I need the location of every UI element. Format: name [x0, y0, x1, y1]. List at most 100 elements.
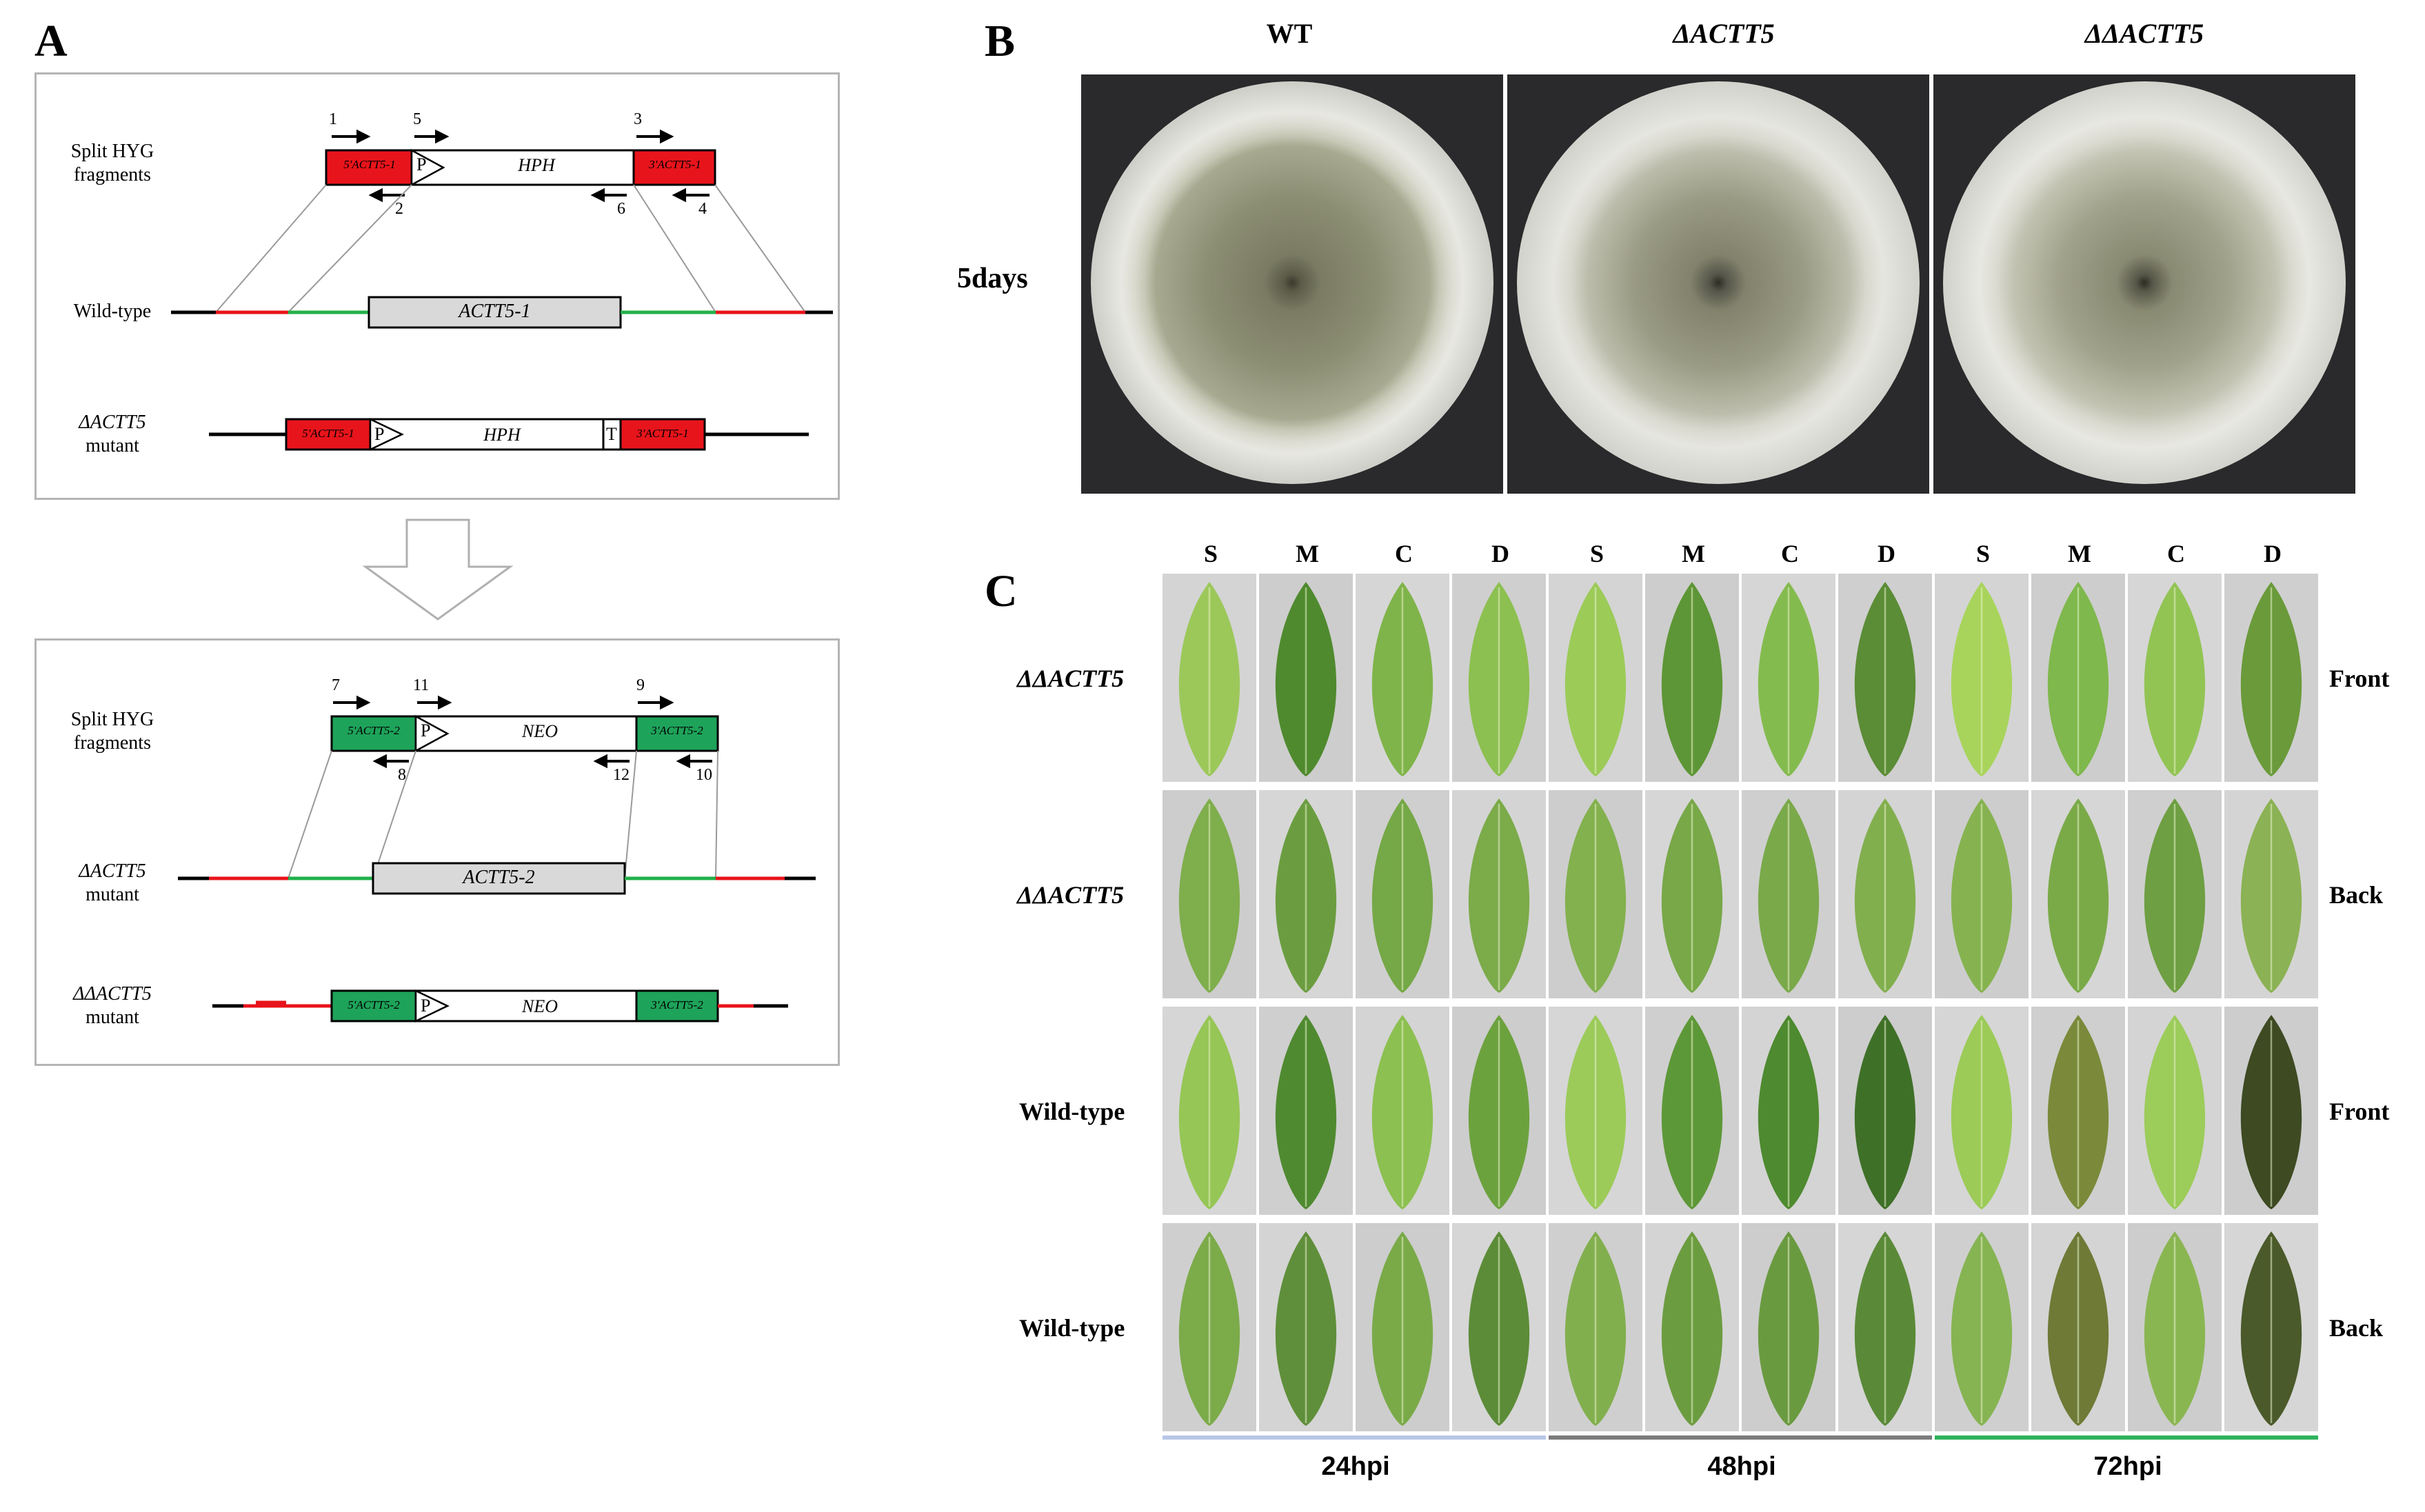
leaf-icon [1564, 1231, 1627, 1426]
leaf-photo [2128, 574, 2222, 782]
primer-4-label: 4 [698, 200, 707, 218]
leaf-icon [2047, 582, 2109, 776]
leaf-photo [1935, 1223, 2029, 1431]
hph-marker-label: HPH [518, 155, 555, 175]
strain-label-wt: WT [1266, 18, 1313, 49]
leaf-icon [2240, 582, 2302, 776]
leaf-icon [2047, 1015, 2109, 1209]
leaf-photo [1356, 1007, 1449, 1215]
panel-c-letter: C [985, 566, 1018, 616]
leaf-photo [2031, 574, 2125, 782]
primer-12-label: 12 [613, 766, 630, 784]
timepoint-label: 24hpi [1321, 1452, 1390, 1481]
leaf-photo [2224, 1007, 2318, 1215]
leaf-icon [1564, 798, 1627, 993]
primer-9-label: 9 [636, 676, 645, 694]
leaf-photo [2224, 574, 2318, 782]
panel-a-block-hph: Split HYG fragments 5'ACTT5-1 P HPH 3'ACT… [34, 72, 840, 500]
leaf-photo [1549, 1007, 1642, 1215]
leaf-photo [1163, 1223, 1256, 1431]
leaf-photo [1356, 1223, 1449, 1431]
panel-a-block-neo: Split HYG fragments 5'ACTT5-2 P NEO 3'ACT… [34, 638, 840, 1066]
timepoint-bar [1163, 1435, 1546, 1440]
neo-marker-label: NEO [522, 721, 558, 741]
down-arrow-icon [362, 518, 514, 621]
panel-a-letter: A [34, 16, 68, 66]
leaf-icon [2240, 798, 2302, 993]
leaf-photo [1838, 1007, 1932, 1215]
timepoint-label: 72hpi [2093, 1452, 2162, 1481]
leaf-photo [1645, 1223, 1739, 1431]
double-mutant-label: ΔΔACTT5 mutant [73, 983, 152, 1028]
leaf-photo [1838, 1223, 1932, 1431]
leaf-photo [2031, 1223, 2125, 1431]
plate-photo-wt [1081, 74, 1503, 494]
leaf-photo [2224, 1223, 2318, 1431]
leaf-icon [2144, 1231, 2206, 1426]
timepoint-label: 48hpi [1707, 1452, 1776, 1481]
leaf-photo [2128, 1007, 2222, 1215]
single-mutant-label: ΔACTT5 mutant [79, 860, 146, 905]
leaf-photo [1163, 1007, 1256, 1215]
leaf-photo [2224, 790, 2318, 998]
terminator-label: T [606, 424, 617, 444]
leaf-photo [1645, 790, 1739, 998]
time-5days-label: 5days [957, 263, 1028, 294]
fragment-3prime-mutant-label: 3'ACTT5-1 [636, 427, 689, 440]
leaf-photo [1356, 574, 1449, 782]
leaf-photo [1549, 1223, 1642, 1431]
leaf-icon [1951, 1231, 2013, 1426]
leaf-icon [2047, 798, 2109, 993]
leaf-icon [1564, 582, 1627, 776]
leaf-photo [1163, 790, 1256, 998]
leaf-photo [1742, 574, 1835, 782]
gene-actt5-1-label: ACTT5-1 [459, 301, 531, 322]
neo-dmutant-label: NEO [522, 996, 558, 1016]
fragment-5prime-label: 5'ACTT5-1 [343, 158, 396, 171]
leaf-icon [2144, 582, 2206, 776]
leaf-photo [1645, 1007, 1739, 1215]
fragment-5prime-2-label: 5'ACTT5-2 [348, 724, 400, 737]
leaf-icon [1661, 1231, 1723, 1426]
row-side-label: Front [2329, 1098, 2390, 1125]
leaf-photo [1452, 790, 1546, 998]
promoter-label: P [416, 154, 427, 174]
promoter-mutant-label: P [374, 424, 385, 444]
column-header: S [1975, 540, 1991, 567]
mutant-label: ΔACTT5 mutant [79, 412, 146, 456]
leaf-icon [1951, 1015, 2013, 1209]
leaf-icon [1371, 798, 1433, 993]
leaf-photo [1935, 1007, 2029, 1215]
leaf-photo [1163, 574, 1256, 782]
timepoint-bar [1549, 1435, 1932, 1440]
leaf-photo [2031, 1007, 2125, 1215]
leaf-photo [1259, 574, 1353, 782]
row-strain-label: Wild-type [1019, 1314, 1125, 1342]
leaf-photo [2031, 790, 2125, 998]
leaf-icon [1468, 798, 1530, 993]
column-header: S [1589, 540, 1604, 567]
leaf-icon [1854, 582, 1916, 776]
leaf-icon [2144, 798, 2206, 993]
wild-type-label: Wild-type [73, 301, 152, 322]
row-strain-label: ΔΔACTT5 [1017, 665, 1125, 692]
primer-1-label: 1 [329, 110, 337, 128]
gene-actt5-2-label: ACTT5-2 [463, 867, 535, 888]
primer-5-label: 5 [413, 110, 421, 128]
leaf-icon [2240, 1015, 2302, 1209]
row-side-label: Back [2329, 881, 2384, 909]
leaf-photo [1742, 1223, 1835, 1431]
primer-6-label: 6 [617, 200, 625, 218]
split-hyg-label: Split HYG fragments [70, 141, 154, 185]
fragment-3prime-dmutant-label: 3'ACTT5-2 [651, 998, 703, 1011]
leaf-icon [1275, 798, 1337, 993]
leaf-photo [1259, 1007, 1353, 1215]
leaf-icon [2144, 1015, 2206, 1209]
primer-11-label: 11 [413, 676, 430, 694]
primer-3-label: 3 [634, 110, 642, 128]
primer-10-label: 10 [696, 766, 712, 784]
primer-8-label: 8 [398, 766, 406, 784]
leaf-icon [1178, 1015, 1240, 1209]
leaf-icon [1758, 1015, 1820, 1209]
leaf-photo [2128, 1223, 2222, 1431]
